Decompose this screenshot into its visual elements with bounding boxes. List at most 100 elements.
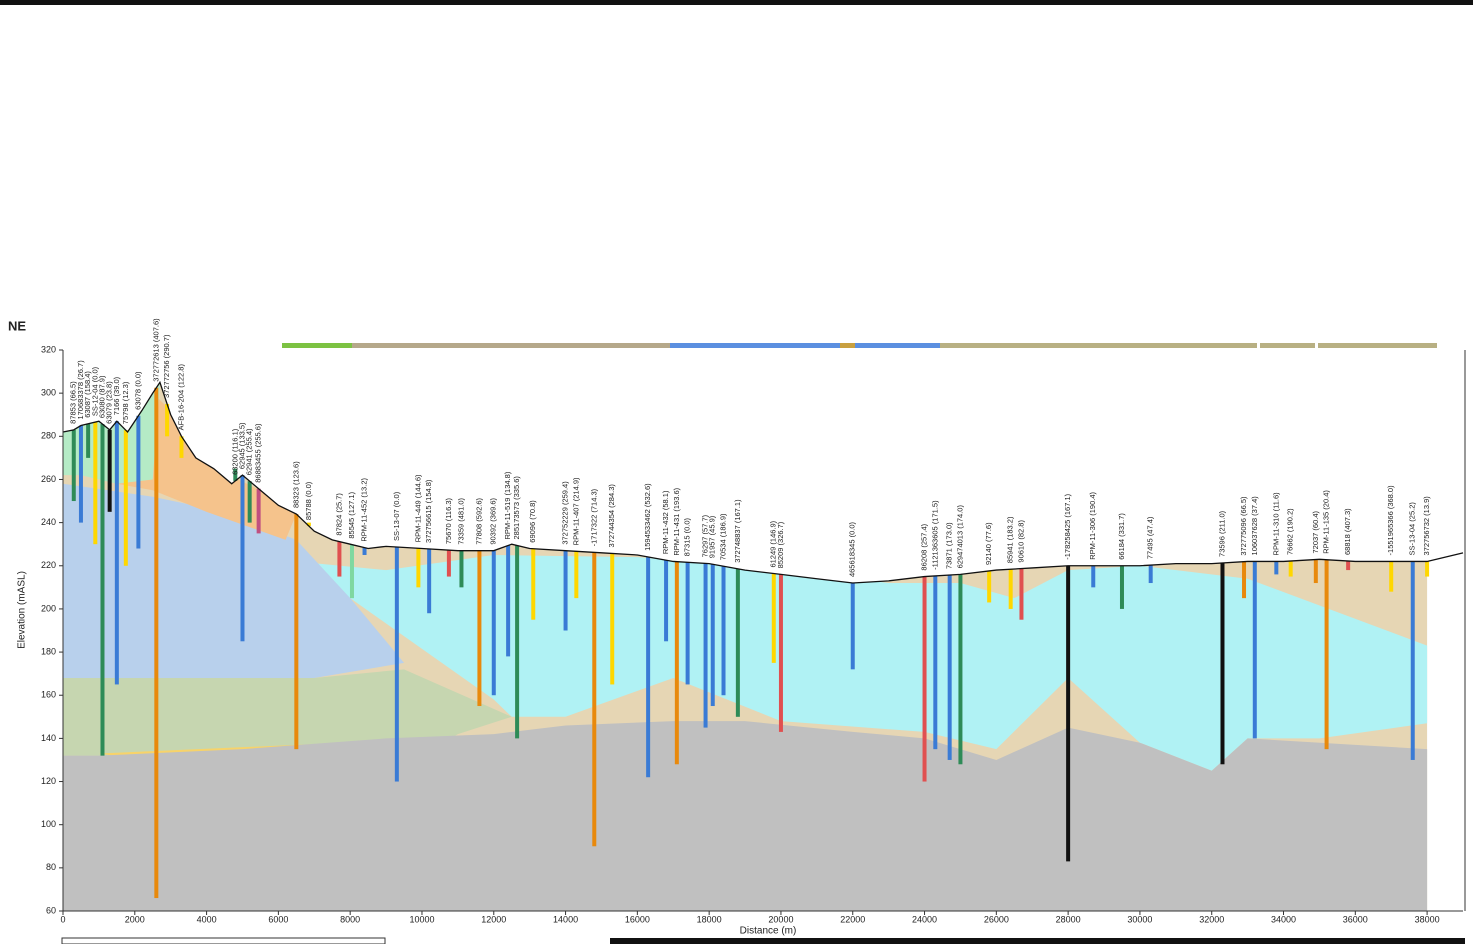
legend-box — [62, 938, 385, 944]
y-tick-label: 240 — [41, 517, 56, 527]
borehole-label: 85788 (0.0) — [304, 481, 313, 520]
borehole-label: 72037 (60.4) — [1311, 510, 1320, 553]
borehole — [427, 549, 431, 613]
x-tick-label: 12000 — [481, 914, 506, 924]
borehole-label: RPM-11-519 (134.8) — [503, 471, 512, 539]
borehole — [933, 576, 937, 749]
borehole — [93, 422, 97, 544]
x-tick-label: 24000 — [912, 914, 937, 924]
borehole — [240, 475, 244, 641]
borehole — [100, 424, 104, 756]
bottom-bar — [610, 938, 1465, 944]
borehole-label: 85545 (127.1) — [347, 491, 356, 538]
x-tick-label: 0 — [60, 914, 65, 924]
y-tick-label: 60 — [46, 905, 56, 915]
borehole-label: 372756615 (154.8) — [424, 479, 433, 543]
borehole — [779, 574, 783, 732]
y-tick-label: 260 — [41, 474, 56, 484]
borehole — [337, 542, 341, 577]
borehole-label: AFB-16-204 (122.8) — [176, 364, 185, 431]
x-tick-label: 32000 — [1199, 914, 1224, 924]
borehole — [675, 562, 679, 765]
borehole-label: RPM-11-306 (190.4) — [1088, 491, 1097, 559]
borehole-label: RPM-11-135 (20.4) — [1322, 490, 1331, 554]
x-tick-label: 16000 — [625, 914, 650, 924]
borehole — [1325, 560, 1329, 749]
borehole — [136, 416, 140, 549]
borehole — [1120, 566, 1124, 609]
y-tick-label: 140 — [41, 733, 56, 743]
borehole-label: 62941 (255.4) — [245, 428, 254, 475]
borehole-label: -1551965366 (368.0) — [1386, 485, 1395, 556]
x-tick-label: 2000 — [125, 914, 145, 924]
borehole-label: 66184 (331.7) — [1117, 513, 1126, 560]
borehole-label: 90392 (369.6) — [489, 497, 498, 544]
borehole — [1253, 561, 1257, 738]
x-tick-label: 34000 — [1271, 914, 1296, 924]
borehole-label: 372756732 (13.9) — [1422, 496, 1431, 556]
borehole — [248, 481, 252, 522]
x-axis-title: Distance (m) — [740, 926, 797, 937]
borehole — [923, 577, 927, 782]
x-tick-label: 18000 — [697, 914, 722, 924]
borehole-label: 91957 (45.9) — [708, 515, 717, 558]
borehole-label: 76662 (190.2) — [1286, 508, 1295, 555]
borehole-label: -1121363605 (171.5) — [930, 500, 939, 570]
borehole-label: RPM-11-407 (214.9) — [571, 477, 580, 545]
borehole-label: -1717322 (714.3) — [589, 488, 598, 546]
borehole — [257, 489, 261, 534]
x-tick-label: 6000 — [268, 914, 288, 924]
x-tick-label: 20000 — [768, 914, 793, 924]
y-tick-label: 200 — [41, 603, 56, 613]
borehole-label: 87824 (25.7) — [334, 493, 343, 536]
borehole-label: 86208 (257.4) — [920, 523, 929, 570]
borehole — [664, 560, 668, 641]
borehole — [772, 574, 776, 663]
borehole-label: 1594533462 (532.6) — [643, 483, 652, 551]
borehole — [1314, 560, 1318, 584]
direction-label: NE — [8, 318, 26, 333]
top-border — [0, 0, 1473, 5]
borehole-label: 629474013 (174.0) — [955, 505, 964, 569]
borehole-label: 285173573 (335.6) — [512, 476, 521, 540]
borehole — [1289, 561, 1293, 577]
borehole — [416, 548, 420, 587]
borehole-label: 69096 (70.8) — [528, 500, 537, 543]
borehole — [124, 430, 128, 566]
borehole-label: 88323 (123.6) — [291, 461, 300, 508]
borehole — [477, 551, 481, 706]
borehole-label: 92140 (77.6) — [984, 522, 993, 565]
borehole-label: 86883455 (255.6) — [254, 423, 263, 483]
borehole — [363, 548, 367, 555]
borehole-label: RPM-11-449 (144.6) — [413, 474, 422, 542]
borehole — [492, 551, 496, 696]
borehole-label: 85209 (326.7) — [776, 521, 785, 568]
borehole — [1242, 562, 1246, 598]
borehole — [506, 545, 510, 656]
borehole-label: 75670 (116.3) — [444, 497, 453, 544]
borehole — [1389, 561, 1393, 591]
y-tick-label: 100 — [41, 819, 56, 829]
borehole — [294, 514, 298, 749]
x-tick-label: 8000 — [340, 914, 360, 924]
borehole — [115, 421, 119, 684]
borehole — [72, 430, 76, 501]
borehole-label: 87315 (0.0) — [683, 517, 692, 556]
borehole — [1066, 566, 1070, 862]
borehole — [108, 430, 112, 512]
borehole — [1091, 566, 1095, 588]
borehole-label: SS-13-07 (0.0) — [392, 491, 401, 541]
borehole-label: 73871 (173.0) — [945, 522, 954, 569]
borehole — [1346, 561, 1350, 570]
borehole — [154, 388, 158, 898]
borehole — [1220, 563, 1224, 764]
borehole-label: 106037628 (37.4) — [1250, 496, 1259, 556]
borehole-label: SS-13-04 (25.2) — [1408, 502, 1417, 556]
borehole-label: 77495 (47.4) — [1146, 516, 1155, 559]
borehole-label: 372748837 (167.1) — [733, 499, 742, 563]
borehole — [395, 547, 399, 782]
borehole-label: RPM-11-431 (193.6) — [672, 487, 681, 555]
borehole-label: 75798 (12.3) — [121, 381, 130, 424]
y-tick-label: 280 — [41, 431, 56, 441]
borehole — [736, 569, 740, 717]
